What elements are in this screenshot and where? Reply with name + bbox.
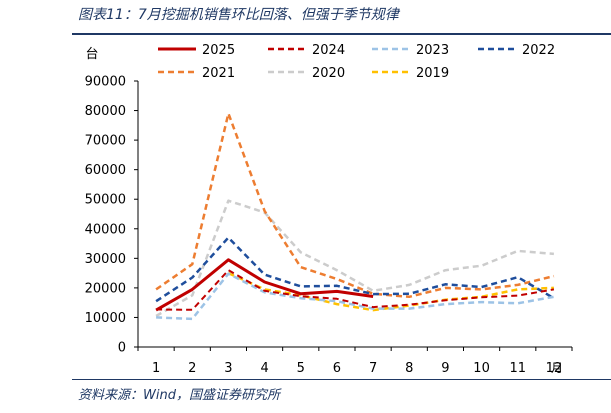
y-tick-label: 60000 bbox=[85, 163, 126, 178]
x-tick-label: 4 bbox=[260, 361, 268, 376]
series-line-2022 bbox=[155, 236, 555, 303]
x-tick-label: 5 bbox=[297, 361, 305, 376]
y-tick-label: 90000 bbox=[85, 75, 126, 90]
legend-label: 2020 bbox=[312, 66, 345, 81]
legend-label: 2023 bbox=[416, 43, 449, 58]
legend-label: 2019 bbox=[416, 66, 449, 81]
y-tick-label: 50000 bbox=[85, 193, 126, 208]
x-tick-label: 8 bbox=[405, 361, 413, 376]
y-axis: 0 10000 20000 30000 40000 50000 60000 70000 8000… bbox=[85, 47, 139, 356]
y-tick-label: 70000 bbox=[85, 134, 126, 149]
x-tick-label: 10 bbox=[473, 361, 490, 376]
legend-item-2019: 2019 bbox=[372, 66, 449, 81]
x-tick-label: 12 bbox=[546, 361, 563, 376]
legend-label: 2022 bbox=[522, 43, 555, 58]
series-lines bbox=[155, 112, 555, 321]
y-tick-label: 40000 bbox=[85, 222, 126, 237]
legend-item-2023: 2023 bbox=[372, 43, 449, 58]
series-line-2021 bbox=[155, 112, 555, 299]
source-divider bbox=[72, 379, 611, 380]
x-axis-label: 月 bbox=[551, 361, 563, 375]
x-tick-label: 11 bbox=[509, 361, 526, 376]
series-line-2020 bbox=[155, 199, 555, 318]
x-tick-label: 9 bbox=[441, 361, 449, 376]
series-line-2024 bbox=[156, 269, 555, 311]
legend-item-2024: 2024 bbox=[268, 43, 345, 58]
legend-label: 2024 bbox=[312, 43, 345, 58]
legend-label: 2021 bbox=[202, 66, 235, 81]
chart-legend: 2025 2024 2023 2022 2021 2020 2019 bbox=[158, 43, 555, 81]
x-tick-label: 1 bbox=[152, 361, 160, 376]
legend-item-2021: 2021 bbox=[158, 66, 235, 81]
x-tick-label: 3 bbox=[224, 361, 232, 376]
legend-label: 2025 bbox=[202, 43, 235, 58]
y-axis-label: 台 bbox=[85, 47, 98, 62]
y-tick-label: 20000 bbox=[85, 281, 126, 296]
x-axis: 1 2 3 4 5 6 7 8 9 10 11 12月 bbox=[137, 346, 573, 376]
series-line-2025 bbox=[155, 258, 374, 312]
figure-title: 图表11：7月挖掘机销售环比回落、但强于季节规律 bbox=[78, 7, 399, 23]
title-divider bbox=[72, 33, 611, 35]
y-tick-label: 80000 bbox=[85, 104, 126, 119]
x-tick-label: 6 bbox=[333, 361, 341, 376]
y-tick-label: 10000 bbox=[85, 311, 126, 326]
y-tick-label: 0 bbox=[118, 341, 126, 356]
x-tick-label: 7 bbox=[369, 361, 377, 376]
figure-source: 资料来源：Wind，国盛证券研究所 bbox=[78, 388, 280, 403]
y-tick-label: 30000 bbox=[85, 252, 126, 267]
legend-item-2022: 2022 bbox=[478, 43, 555, 58]
series-line-2023 bbox=[156, 272, 555, 321]
x-tick-label: 2 bbox=[188, 361, 196, 376]
legend-item-2020: 2020 bbox=[268, 66, 345, 81]
legend-item-2025: 2025 bbox=[158, 43, 235, 58]
